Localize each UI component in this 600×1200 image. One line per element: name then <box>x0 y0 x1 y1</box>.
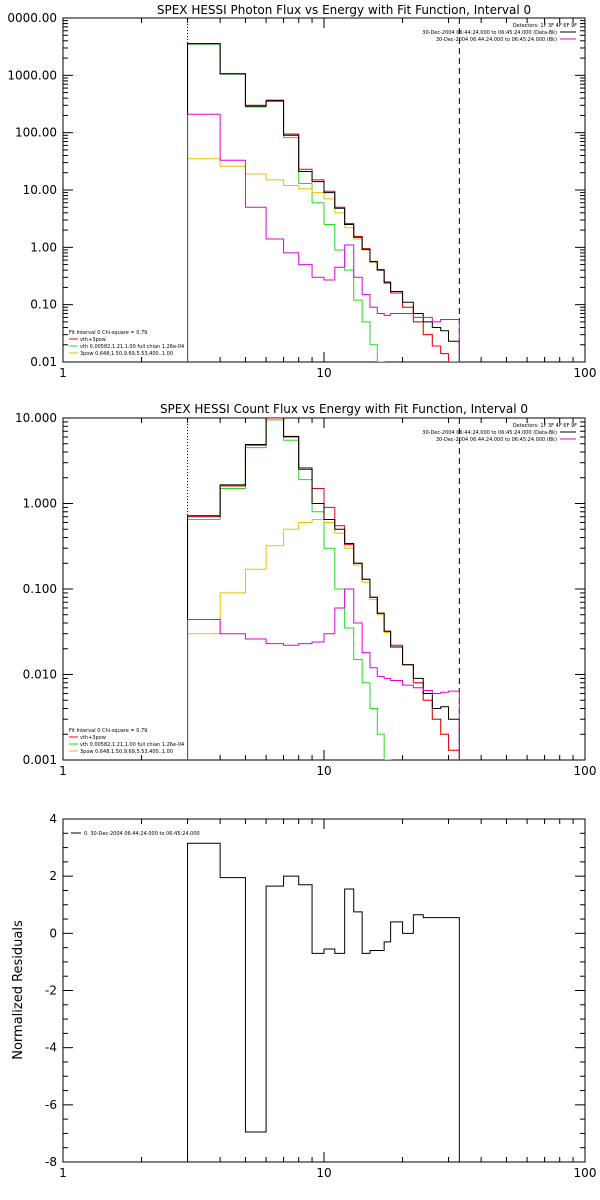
y-tick-label: -2 <box>45 984 57 998</box>
x-tick-label: 100 <box>574 764 597 778</box>
legend-detectors: Detectors: 1F 3F 4F 6F 9F <box>513 423 577 429</box>
y-tick-label: 2 <box>49 869 57 883</box>
series-sum-line <box>187 43 460 362</box>
y-tick-label: 0.100 <box>23 582 57 596</box>
y-tick-label: 10.000 <box>15 411 57 425</box>
legend-interval-1: 30-Dec-2004 06:44:24.000 to 06:45:24.000… <box>422 30 557 36</box>
legend-fit-interval: Fit Interval 0 Chi-square = 0.79 <box>69 728 147 734</box>
y-tick-label: -8 <box>45 1155 57 1169</box>
legend-interval-1: 30-Dec-2004 06:44:24.000 to 06:45:24.000… <box>422 430 557 436</box>
series-bk-line <box>187 588 460 760</box>
legend-component-2: vth 0.00582,1.21,1.00 full chian 1.26e-0… <box>80 742 184 748</box>
y-tick-label: -6 <box>45 1098 57 1112</box>
legend-component-1: vth+3pow <box>80 735 106 741</box>
x-tick-label: 10 <box>316 1166 331 1180</box>
plot-frame <box>62 417 586 761</box>
y-tick-label: -4 <box>45 1041 57 1055</box>
x-tick-label: 10 <box>316 764 331 778</box>
x-tick-label: 1 <box>59 1166 67 1180</box>
legend-component-2: vth 0.00582,1.21,1.00 full chian 1.26e-0… <box>80 344 184 350</box>
x-tick-label: 100 <box>574 1166 597 1180</box>
legend-detectors: Detectors: 1F 3F 4F 6F 9F <box>513 23 577 29</box>
y-tick-label: 0.001 <box>23 753 57 767</box>
residuals-y-axis-label: Normalized Residuals <box>11 920 26 1060</box>
series-vth_3pow-line <box>187 42 460 362</box>
legend-fit-interval: Fit Interval 0 Chi-square = 0.79 <box>69 330 147 336</box>
y-tick-label: 1.00 <box>30 240 57 254</box>
y-tick-label: 10.00 <box>23 183 57 197</box>
y-tick-label: 0000.00 <box>7 11 57 25</box>
count-flux-panel: SPEX HESSI Count Flux vs Energy with Fit… <box>15 402 597 778</box>
y-tick-label: 0 <box>49 926 57 940</box>
x-tick-label: 1 <box>59 366 67 380</box>
residuals-panel: Normalized Residuals 1 10 100 -8 -6 -4 -2 0 2 4 0.… <box>11 812 596 1180</box>
x-tick-label: 1 <box>59 764 67 778</box>
series-three_pow-line <box>187 519 460 760</box>
y-tick-label: 1000.00 <box>7 68 57 82</box>
series-vth-line <box>187 43 385 362</box>
photon-flux-title: SPEX HESSI Photon Flux vs Energy with Fi… <box>157 3 531 17</box>
y-tick-label: 0.010 <box>23 668 57 682</box>
y-tick-label: 0.01 <box>30 355 57 369</box>
legend-interval-2: 30-Dec-2004 06:44:24.000 to 06:45:24.000… <box>436 437 557 443</box>
plot-frame <box>62 818 586 1163</box>
y-tick-label: 0.10 <box>30 298 57 312</box>
series-three_pow-line <box>187 158 460 362</box>
legend-component-3: 3pow 0.648,1.50,9.69,5.53,400.,1.00 <box>80 749 173 755</box>
series-vth_3pow-line <box>187 418 460 760</box>
series-bk-line <box>187 113 460 362</box>
count-flux-title: SPEX HESSI Count Flux vs Energy with Fit… <box>160 402 528 416</box>
y-tick-label: 100.00 <box>15 126 57 140</box>
photon-flux-panel: SPEX HESSI Photon Flux vs Energy with Fi… <box>7 3 597 380</box>
series-vth-line <box>187 419 392 760</box>
y-tick-label: 1.000 <box>23 497 57 511</box>
legend-component-1: vth+3pow <box>80 337 106 343</box>
legend-component-3: 3pow 0.648,1.50,9.69,5.53,400.,1.00 <box>80 351 173 357</box>
series-sum-line <box>187 418 460 760</box>
x-tick-label: 100 <box>574 366 597 380</box>
residuals-legend: 0. 30-Dec-2004 06:44:24.000 to 06:45:24.… <box>84 831 200 837</box>
series-residual-line <box>187 842 460 1162</box>
x-tick-label: 10 <box>316 366 331 380</box>
y-tick-label: 4 <box>49 812 57 826</box>
legend-interval-2: 30-Dec-2004 06:44:24.000 to 06:45:24.000… <box>436 37 557 43</box>
